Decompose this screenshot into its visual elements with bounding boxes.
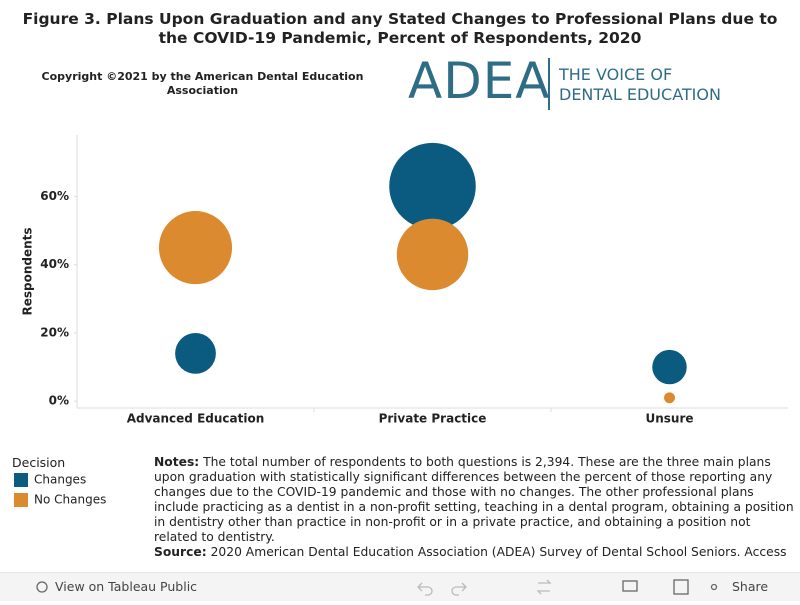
y-tick-label: 60% (40, 189, 69, 203)
toolbar-icons (36, 579, 718, 596)
logo-text: THE VOICE OF (559, 65, 673, 84)
source-label: Source: (154, 545, 207, 559)
notes-label: Notes: (154, 455, 200, 469)
legend-label: Changes (34, 473, 86, 487)
toolbar (0, 572, 800, 601)
bubble (175, 333, 216, 374)
copyright: Copyright ©2021 by the American Dental E… (41, 70, 364, 97)
legend-label: No Changes (34, 493, 106, 507)
logo-divider (548, 58, 550, 110)
share-icon[interactable] (710, 583, 718, 591)
notes: Notes: The total number of respondents t… (154, 455, 794, 559)
x-tick-label: Advanced Education (127, 412, 265, 426)
notes-text: The total number of respondents to both … (154, 455, 794, 544)
tableau-icon (36, 581, 48, 593)
logo-text: DENTAL EDUCATION (559, 85, 721, 104)
legend-title: Decision (12, 455, 66, 470)
y-tick-label: 40% (40, 257, 69, 271)
share-button[interactable]: Share (732, 579, 769, 594)
chart-title: Figure 3. Plans Upon Graduation and any … (22, 10, 778, 47)
bubble (158, 211, 233, 285)
bubble (389, 142, 476, 230)
y-tick-label: 20% (40, 325, 69, 339)
legend-swatch (14, 473, 28, 487)
y-tick-label: 0% (49, 394, 69, 408)
download-icon[interactable] (622, 580, 638, 592)
view-on-tableau[interactable]: View on Tableau Public (55, 579, 198, 594)
x-tick-label: Private Practice (379, 412, 487, 426)
bubble (396, 218, 469, 291)
fullscreen-icon[interactable] (673, 579, 689, 595)
chart: 0% 20% 40% 60% Respondents Advanced Education… (14, 135, 788, 507)
undo-icon[interactable] (417, 582, 433, 596)
bubble (664, 392, 675, 404)
source-text: 2020 American Dental Education Associati… (210, 545, 787, 559)
legend-swatch (14, 493, 28, 507)
bubble (652, 349, 687, 385)
x-tick-label: Unsure (645, 412, 693, 426)
redo-icon[interactable] (451, 582, 467, 596)
y-axis-label: Respondents (21, 227, 35, 315)
logo-mark: ADEA (408, 52, 551, 110)
revert-icon[interactable] (536, 579, 552, 595)
